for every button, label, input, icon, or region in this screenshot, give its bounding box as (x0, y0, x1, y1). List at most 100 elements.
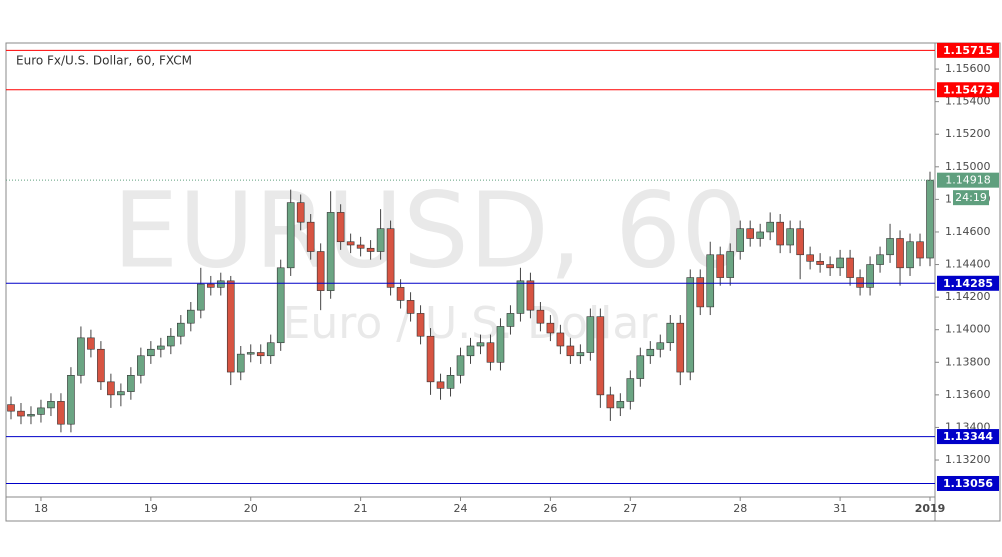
level-label-bg (937, 475, 999, 491)
candle-body (846, 257, 854, 278)
y-tick-label: 1.14200 (945, 290, 991, 303)
candle-body (736, 228, 745, 252)
candle-body (606, 394, 615, 409)
candle-body (706, 254, 715, 308)
level-label-bg (937, 429, 999, 445)
candle-body (256, 352, 265, 357)
candle-body (626, 378, 635, 402)
candle-body (696, 277, 705, 308)
candle-body (726, 251, 735, 278)
candle-body (876, 254, 884, 265)
level-label: 1.15715 (943, 44, 993, 57)
candle-body (686, 277, 695, 373)
candle-body (107, 381, 115, 396)
candle-body (586, 316, 595, 353)
candle-body (896, 238, 904, 269)
candle-body (396, 287, 405, 301)
candle-body (536, 309, 545, 324)
x-tick-label: 2019 (915, 502, 946, 515)
y-tick-label: 1.14600 (945, 225, 991, 238)
candle-body (276, 267, 285, 344)
y-tick-label: 1.13800 (945, 355, 991, 368)
candle-body (476, 342, 485, 347)
y-tick-label: 1.14000 (945, 323, 991, 336)
candle-body (67, 375, 75, 425)
candle-body (286, 202, 295, 269)
candle-body (856, 277, 864, 288)
candle-body (566, 345, 575, 357)
candle-body (127, 375, 135, 392)
candle-body (796, 228, 804, 256)
x-tick-label: 26 (543, 502, 557, 515)
candle-body (266, 342, 275, 357)
chart-frame (5, 42, 1001, 522)
y-tick-label: 1.14400 (945, 258, 991, 271)
candle-body (187, 309, 195, 324)
countdown-bg (953, 190, 989, 206)
candle-body (556, 332, 565, 347)
level-label-bg (937, 82, 999, 98)
level-label: 1.15473 (943, 83, 993, 96)
candle-body (246, 352, 255, 355)
level-label-bg (937, 275, 999, 291)
candle-body (526, 280, 535, 311)
candle-body (516, 280, 525, 314)
candle-body (436, 381, 445, 389)
candle-body (366, 247, 375, 252)
candle-body (236, 353, 245, 373)
candle-body (886, 238, 894, 256)
countdown-label: 24:19 (955, 191, 987, 204)
candle-body (376, 228, 385, 252)
last-price-bg (937, 172, 999, 188)
candle-body (746, 228, 754, 239)
candle-body (57, 401, 65, 425)
chart-title: Euro Fx/U.S. Dollar, 60, FXCM (16, 54, 192, 68)
candle-body (196, 283, 205, 311)
candle-body (27, 414, 35, 417)
candle-body (826, 264, 834, 269)
candle-body (816, 260, 824, 265)
x-tick-label: 31 (833, 502, 847, 515)
y-tick-label: 1.15200 (945, 127, 991, 140)
candle-body (216, 280, 225, 288)
candle-body (157, 345, 165, 350)
candle-body (326, 212, 335, 291)
candle-body (7, 404, 15, 412)
x-tick-label: 24 (454, 502, 468, 515)
candle-body (226, 280, 235, 373)
candle-body (336, 212, 345, 243)
level-label-bg (937, 42, 999, 58)
candle-body (446, 375, 455, 389)
candle-body (906, 241, 914, 269)
candle-body (546, 322, 555, 334)
candle-body (496, 326, 505, 363)
candle-body (137, 355, 145, 376)
x-tick-label: 21 (354, 502, 368, 515)
last-price-label: 1.14918 (945, 174, 991, 187)
candle-body (356, 244, 365, 249)
x-tick-label: 20 (244, 502, 258, 515)
candle-body (406, 300, 415, 314)
candle-body (636, 355, 645, 379)
level-label: 1.13344 (943, 430, 993, 443)
watermark: EURUSD, 60 (113, 169, 748, 291)
candle-body (426, 335, 435, 383)
y-tick-label: 1.13600 (945, 388, 991, 401)
candle-body (466, 345, 475, 357)
candle-body (206, 283, 215, 288)
y-tick-label: 1.15600 (945, 62, 991, 75)
candle-body (916, 241, 924, 259)
candle-body (167, 335, 175, 347)
candle-body (346, 241, 355, 246)
candle-body (716, 254, 725, 278)
candle-body (77, 337, 85, 376)
candle-body (786, 228, 794, 246)
candle-body (386, 228, 395, 288)
candle-body (806, 254, 814, 262)
candle-body (756, 231, 764, 239)
candle-body (766, 221, 774, 233)
candle-body (147, 348, 155, 357)
candle-body (866, 264, 874, 288)
candle-body (306, 221, 315, 252)
